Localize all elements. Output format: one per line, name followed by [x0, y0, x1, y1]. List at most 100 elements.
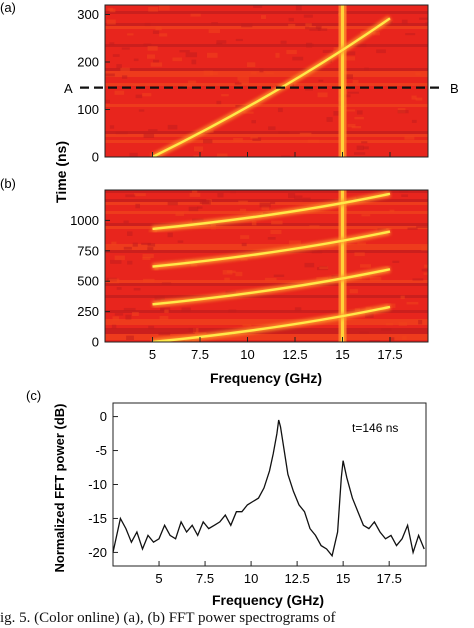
panel-a-noise-cell	[299, 132, 312, 136]
panel-a-noise-band	[105, 146, 428, 149]
panel-b-noise-cell	[158, 332, 171, 336]
panel-b-noise-cell	[424, 264, 428, 268]
panel-a-noise-cell	[115, 131, 128, 135]
panel-c-ytick-label: -5	[95, 443, 107, 458]
panel-b-xtick-label: 7.5	[191, 347, 209, 362]
panel-a-noise-cell	[221, 94, 229, 97]
panel-b-noise-band	[105, 217, 428, 220]
panel-a-noise-cell	[356, 145, 364, 151]
panel-b-noise-cell	[167, 232, 173, 238]
panel-b-noise-band	[105, 295, 428, 298]
panel-b-noise-cell	[421, 245, 428, 251]
panel-a-noise-cell	[241, 23, 253, 28]
panel-a-noise-cell	[235, 104, 247, 108]
panel-a-noise-cell	[246, 62, 256, 68]
panel-a-noise-cell	[354, 152, 366, 155]
panel-a-noise-cell	[190, 13, 201, 17]
panel-a-noise	[105, 5, 428, 157]
panel-c: (c) 0 -5 -10 -15 -20 5 7.5 10 12.5 15 17.5 t=146 …	[26, 388, 427, 608]
panel-a-noise-cell	[109, 125, 115, 129]
panel-a-noise-cell	[281, 155, 291, 157]
panel-a-label: (a)	[0, 0, 16, 15]
panel-b-noise-cell	[217, 192, 224, 198]
panel-b-noise-cell	[407, 227, 418, 230]
panel-a-noise-band	[105, 152, 428, 155]
panel-b-noise-cell	[191, 264, 198, 267]
cut-label-b: B	[450, 81, 459, 96]
panel-a-noise-cell	[352, 79, 359, 84]
panel-b-constant-line	[340, 190, 345, 342]
panel-b-noise-band	[105, 286, 428, 289]
panel-b-noise-cell	[360, 264, 372, 268]
panel-a-noise-cell	[260, 15, 266, 20]
panel-a-noise-cell	[116, 64, 122, 69]
panel-c-xtick-label: 15	[336, 571, 350, 586]
panel-b-noise-cell	[228, 309, 237, 313]
panel-a-noise-cell	[138, 109, 145, 112]
panel-b-noise-cell	[147, 243, 156, 247]
panel-a-noise-band	[105, 119, 428, 122]
panel-a-noise-cell	[134, 83, 141, 86]
panel-b-xticks: 5 7.5 10 12.5 15 17.5	[149, 337, 403, 362]
panel-b-noise-cell	[294, 307, 302, 312]
panel-b-noise-band	[105, 226, 428, 229]
panel-b-noise-band	[105, 301, 428, 304]
panel-a-noise-band	[105, 62, 428, 65]
panel-a-noise-cell	[405, 33, 416, 36]
panel-b-noise-cell	[127, 260, 133, 265]
panel-a-noise-cell	[211, 22, 218, 25]
panel-b-noise-cell	[111, 324, 117, 329]
panel-b-noise-cell	[164, 309, 169, 313]
panel-a-noise-cell	[404, 135, 415, 140]
panel-b-ytick-label: 0	[92, 335, 99, 350]
panel-a-noise-band	[105, 116, 428, 119]
panel-b-noise-cell	[160, 308, 165, 311]
panel-a-noise-cell	[143, 43, 152, 46]
panel-b-ytick-label: 500	[77, 274, 99, 289]
panel-a-noise-cell	[216, 40, 227, 44]
panel-a-noise-cell	[193, 155, 202, 157]
panel-a-noise-cell	[109, 8, 116, 13]
panel-c-xtick-label: 17.5	[377, 571, 402, 586]
panel-b-noise-cell	[406, 301, 419, 305]
panel-a-noise-band	[105, 122, 428, 125]
panel-b-noise-cell	[418, 319, 423, 325]
panel-a-noise-band	[105, 101, 428, 104]
panel-b-xtick-label: 10	[240, 347, 254, 362]
panel-b-noise-cell	[238, 200, 248, 205]
panel-a-noise-band	[105, 68, 428, 71]
panel-b-noise-cell	[161, 282, 172, 285]
panel-b-noise-band	[105, 241, 428, 244]
panel-b-noise-band	[105, 307, 428, 310]
panel-b-noise-cell	[160, 307, 171, 312]
panel-b-noise-band	[105, 193, 428, 196]
panel-a-yticks: 0 100 200 300	[77, 7, 110, 165]
panel-a-noise-cell	[288, 17, 294, 22]
panel-b-noise-band	[105, 229, 428, 232]
panel-a-noise-cell	[250, 71, 257, 75]
panel-a-noise-cell	[133, 58, 139, 62]
panel-a-noise-band	[105, 89, 428, 92]
panel-b-xtick-label: 17.5	[377, 347, 402, 362]
panel-a-noise-cell	[109, 42, 115, 46]
panel-b-noise-cell	[142, 253, 154, 259]
panel-a-noise-cell	[135, 94, 143, 99]
panel-c-xtick-label: 10	[244, 571, 258, 586]
panel-a-noise-band	[105, 20, 428, 23]
panel-b-noise-cell	[349, 289, 358, 294]
panel-b-x-axis-label: Frequency (GHz)	[210, 370, 322, 386]
panel-b-noise-cell	[392, 260, 400, 263]
panel-b-noise-cell	[192, 339, 202, 342]
panel-a-xticks	[152, 152, 391, 157]
panel-b-noise-cell	[402, 335, 407, 340]
panel-b-noise-cell	[369, 340, 381, 342]
panel-a-noise-cell	[295, 5, 302, 11]
panel-a-noise-band	[105, 23, 428, 26]
panel-a-noise-cell	[142, 93, 152, 97]
panel-b-noise-band	[105, 235, 428, 238]
panel-a: (a) 0 100 200 300 A B	[0, 0, 459, 165]
panel-b-noise-cell	[114, 255, 125, 261]
panel-a-noise-cell	[250, 136, 258, 139]
panel-a-noise-band	[105, 80, 428, 83]
panel-b-noise-band	[105, 340, 428, 342]
